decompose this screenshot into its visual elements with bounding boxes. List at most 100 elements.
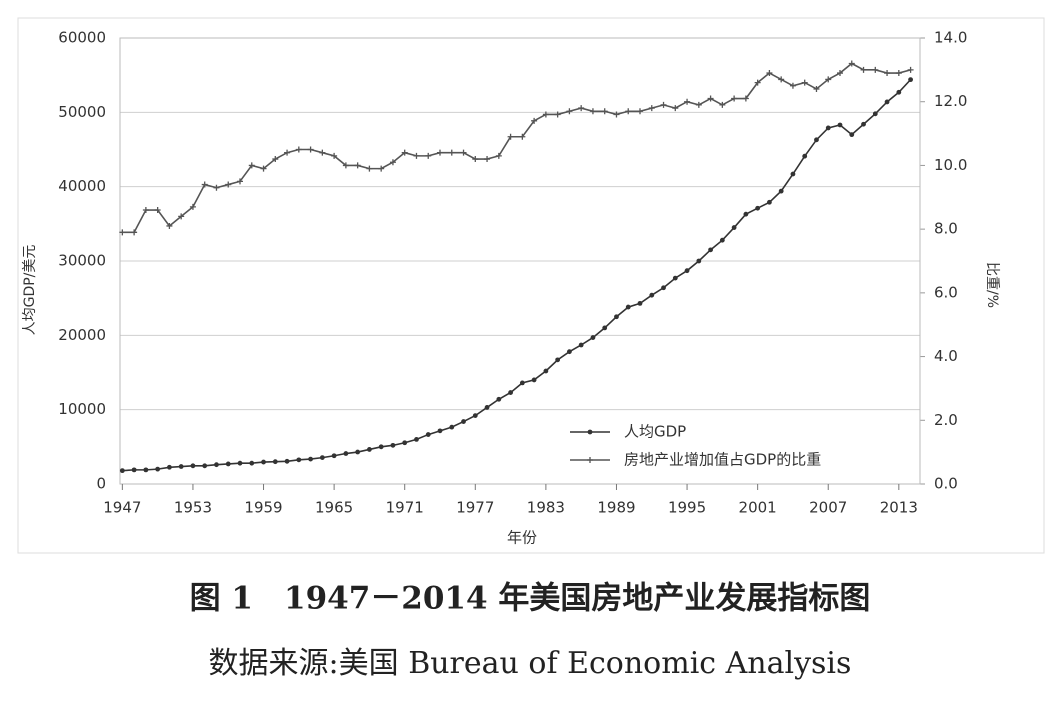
data-point xyxy=(484,156,491,163)
data-point xyxy=(213,184,220,191)
data-point xyxy=(472,156,479,163)
data-point xyxy=(342,162,349,169)
data-point xyxy=(778,76,785,83)
legend-marker xyxy=(587,429,593,435)
data-point xyxy=(413,152,420,159)
data-point xyxy=(390,442,396,448)
data-point xyxy=(425,432,431,437)
plot-border xyxy=(119,37,921,485)
y2-tick-label: 0.0 xyxy=(934,475,958,493)
data-point xyxy=(190,463,196,469)
data-point xyxy=(625,108,632,115)
y-tick-label: 60000 xyxy=(58,29,106,47)
data-point xyxy=(460,149,467,156)
data-point xyxy=(319,149,326,156)
data-point xyxy=(672,105,679,112)
data-point xyxy=(613,111,620,118)
data-point xyxy=(872,66,879,73)
data-point xyxy=(837,70,843,77)
data-point xyxy=(719,237,725,243)
data-point xyxy=(802,153,808,159)
data-point xyxy=(896,89,902,95)
data-point xyxy=(508,390,513,395)
data-point xyxy=(367,447,372,452)
data-point xyxy=(143,467,149,473)
data-point xyxy=(660,101,667,108)
data-point xyxy=(389,159,396,166)
data-point xyxy=(296,457,302,463)
x-tick-label: 1947 xyxy=(103,499,141,517)
data-point xyxy=(307,146,314,153)
data-point xyxy=(672,275,678,281)
data-point xyxy=(472,413,478,419)
y2-tick-label: 8.0 xyxy=(934,220,958,238)
data-point xyxy=(825,76,832,83)
data-point xyxy=(566,108,573,115)
data-point xyxy=(308,456,313,462)
y-tick-label: 0 xyxy=(96,475,106,493)
y-tick-label: 10000 xyxy=(58,400,106,418)
data-point xyxy=(142,207,149,214)
data-point xyxy=(461,419,466,424)
chart-frame xyxy=(17,17,1045,554)
data-point xyxy=(884,70,891,77)
data-point xyxy=(848,60,855,67)
data-point xyxy=(261,459,266,465)
data-point xyxy=(695,101,702,108)
data-point xyxy=(814,137,819,143)
y2-tick-label: 12.0 xyxy=(934,92,967,110)
data-point xyxy=(378,444,384,450)
data-point xyxy=(684,98,691,105)
x-tick-label: 1959 xyxy=(244,499,282,517)
data-point xyxy=(543,368,549,374)
data-point xyxy=(590,335,596,340)
data-point xyxy=(378,165,385,172)
data-point xyxy=(272,459,278,465)
y-tick-label: 40000 xyxy=(58,177,106,195)
data-point xyxy=(496,396,502,402)
y-tick-label: 20000 xyxy=(58,326,106,344)
data-point xyxy=(554,111,561,118)
data-point xyxy=(589,108,596,115)
legend-label: 房地产业增加值占GDP的比重 xyxy=(624,451,821,469)
data-point xyxy=(366,165,373,172)
data-point xyxy=(284,149,291,156)
data-point xyxy=(531,117,538,124)
data-point xyxy=(484,405,490,410)
data-point xyxy=(402,440,408,446)
data-point xyxy=(189,203,196,210)
x-tick-label: 1971 xyxy=(386,499,424,517)
data-point xyxy=(495,152,502,159)
x-tick-label: 1953 xyxy=(174,499,212,517)
y-tick-label: 30000 xyxy=(58,252,106,270)
data-point xyxy=(155,466,161,472)
x-tick-label: 1989 xyxy=(597,499,635,517)
data-point xyxy=(742,95,749,102)
data-point xyxy=(343,451,349,456)
data-point xyxy=(237,178,243,185)
data-point xyxy=(567,349,572,355)
data-point xyxy=(119,468,125,474)
data-point xyxy=(201,181,208,188)
data-point xyxy=(813,85,820,92)
y2-axis-label: 比重/% xyxy=(984,262,1000,308)
x-axis-label: 年份 xyxy=(507,529,537,547)
data-point xyxy=(355,449,361,455)
data-point xyxy=(154,207,161,214)
data-point xyxy=(637,300,643,306)
data-point xyxy=(319,455,325,461)
x-tick-label: 1965 xyxy=(315,499,353,517)
data-point xyxy=(684,268,690,274)
data-point xyxy=(519,380,525,386)
y-axis-label: 人均GDP/美元 xyxy=(22,245,38,336)
x-tick-label: 2001 xyxy=(739,499,777,517)
data-point xyxy=(178,213,185,220)
data-point xyxy=(131,229,138,236)
data-point xyxy=(601,108,608,115)
data-point xyxy=(731,95,738,102)
chart-title: 图 1 1947－2014 年美国房地产业发展指标图 xyxy=(190,581,871,617)
data-point xyxy=(331,453,337,459)
data-point xyxy=(625,304,631,310)
